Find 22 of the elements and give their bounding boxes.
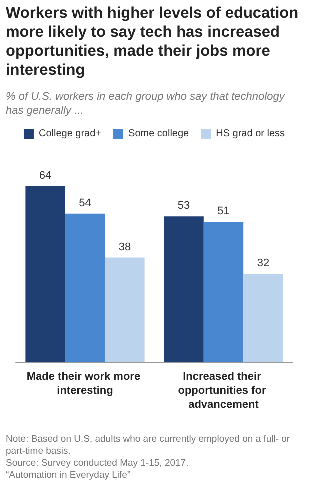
text: “Automation in Everyday Life” bbox=[6, 470, 131, 481]
bar bbox=[244, 274, 284, 362]
x-tick-label: Increased their opportunities for advancement bbox=[178, 371, 270, 411]
bar bbox=[204, 222, 244, 362]
legend-label: Some college bbox=[128, 128, 190, 140]
bar bbox=[65, 214, 106, 362]
chart-subtitle: % of U.S. workers in each group who say that technology has generally ... bbox=[6, 90, 286, 118]
data-label: 38 bbox=[118, 241, 132, 254]
bar bbox=[105, 258, 145, 362]
chart-title: Workers with higher levels of education more likely to say tech has increased opportunities, made their jobs more interesting bbox=[6, 4, 300, 80]
x-tick-label: Made their work more interesting bbox=[26, 371, 144, 397]
bar bbox=[164, 216, 204, 362]
data-label: 32 bbox=[257, 258, 270, 270]
bar bbox=[26, 186, 66, 362]
legend-label: College grad+ bbox=[38, 128, 102, 140]
data-label: 53 bbox=[178, 200, 190, 212]
source-note: Source: Survey conducted May 1-15, 2017. bbox=[6, 458, 189, 469]
text: Note: Based on U.S. adults who are currently employed on a full- or part-time basis. bbox=[6, 434, 290, 457]
data-label: 64 bbox=[39, 170, 52, 182]
legend-label: HS grad or less bbox=[216, 128, 286, 140]
data-label: 54 bbox=[79, 197, 92, 210]
data-label: 51 bbox=[218, 206, 230, 218]
